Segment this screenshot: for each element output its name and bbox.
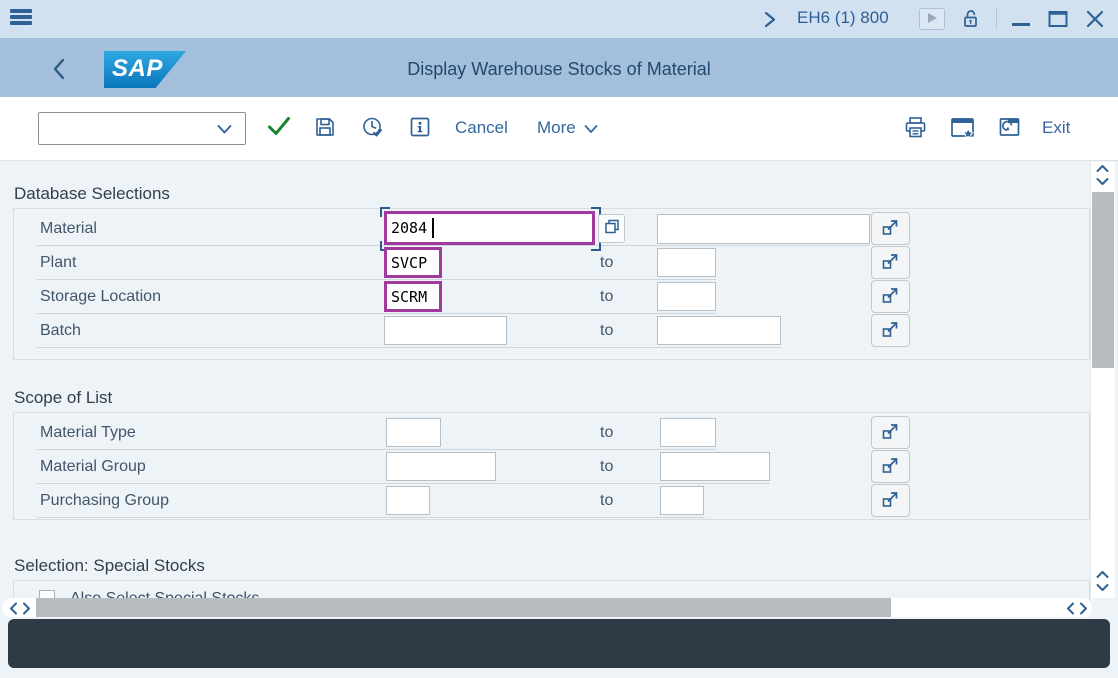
row-divider (37, 279, 716, 280)
system-session-label: EH6 (1) 800 (797, 8, 889, 27)
batch-input[interactable] (384, 316, 507, 345)
scope-of-list-box (13, 412, 1090, 520)
field-label-storage-location: Storage Location (40, 288, 161, 305)
exit-button[interactable]: Exit (1042, 118, 1071, 137)
section-title-scope-of-list: Scope of List (14, 388, 113, 407)
field-label-material: Material (40, 220, 97, 237)
to-label: to (600, 322, 614, 339)
row-divider (37, 517, 705, 518)
save-icon[interactable] (314, 116, 336, 138)
sap-logo-text: SAP (112, 55, 163, 82)
maximize-icon[interactable] (1048, 10, 1068, 28)
horizontal-scroll-thumb[interactable] (36, 598, 891, 617)
scroll-right-icon[interactable] (1079, 602, 1088, 615)
scroll-down-icon[interactable] (1096, 583, 1109, 592)
vertical-scroll-thumb[interactable] (1092, 192, 1114, 368)
material-group-to-input[interactable] (660, 452, 770, 481)
section-title-special-stocks: Selection: Special Stocks (14, 556, 205, 575)
minimize-icon[interactable] (1012, 23, 1030, 26)
batch-to-input[interactable] (657, 316, 781, 345)
to-label: to (600, 424, 614, 441)
row-divider (37, 313, 716, 314)
to-label: to (600, 288, 614, 305)
status-icon[interactable] (361, 116, 385, 139)
scroll-left-icon[interactable] (1066, 602, 1075, 615)
material-type-input[interactable] (386, 418, 441, 447)
cancel-button[interactable]: Cancel (455, 118, 508, 137)
scroll-up-icon[interactable] (1096, 570, 1109, 579)
play-icon[interactable] (919, 8, 945, 30)
titlebar-divider (996, 8, 997, 29)
copy-icon[interactable] (598, 214, 625, 243)
more-button[interactable]: More (537, 118, 576, 137)
app-header: SAP (0, 38, 1118, 97)
multiple-selection-icon[interactable] (871, 212, 910, 245)
database-selections-box (13, 208, 1090, 360)
close-icon[interactable] (1086, 10, 1104, 28)
print-icon[interactable] (903, 115, 928, 140)
page-title: Display Warehouse Stocks of Material (407, 59, 711, 79)
main-toolbar: Cancel More Exit (0, 97, 1118, 161)
multiple-selection-icon[interactable] (871, 280, 910, 313)
scroll-up-icon[interactable] (1096, 164, 1109, 173)
row-divider (37, 449, 716, 450)
field-label-purchasing-group: Purchasing Group (40, 492, 169, 509)
multiple-selection-icon[interactable] (871, 484, 910, 517)
material-type-to-input[interactable] (660, 418, 716, 447)
info-icon[interactable] (409, 116, 431, 138)
storage-location-to-input[interactable] (657, 282, 716, 311)
to-label: to (600, 254, 614, 271)
command-input[interactable] (43, 116, 217, 142)
material-group-input[interactable] (386, 452, 496, 481)
scroll-down-icon[interactable] (1096, 177, 1109, 186)
section-title-database-selections: Database Selections (14, 184, 170, 203)
multiple-selection-icon[interactable] (871, 450, 910, 483)
field-label-plant: Plant (40, 254, 77, 271)
multiple-selection-icon[interactable] (871, 314, 910, 347)
row-divider (37, 347, 781, 348)
row-divider (37, 245, 870, 246)
chevron-down-icon[interactable] (217, 125, 232, 134)
add-favorite-icon[interactable] (949, 115, 976, 140)
multiple-selection-icon[interactable] (871, 416, 910, 449)
menu-icon[interactable] (10, 9, 34, 29)
purchasing-group-to-input[interactable] (660, 486, 704, 515)
purchasing-group-input[interactable] (386, 486, 430, 515)
focus-corner (591, 241, 601, 251)
plant-to-input[interactable] (657, 248, 716, 277)
material-input[interactable] (384, 211, 595, 245)
create-shortcut-icon[interactable] (996, 115, 1022, 140)
text-cursor (432, 218, 434, 238)
field-label-material-type: Material Type (40, 424, 136, 441)
back-icon[interactable] (51, 57, 67, 81)
row-divider (37, 483, 770, 484)
command-field-box (38, 112, 246, 145)
to-label: to (600, 492, 614, 509)
scroll-right-icon[interactable] (22, 602, 31, 615)
more-chevron-icon[interactable] (584, 125, 598, 134)
material-to-input[interactable] (657, 214, 870, 244)
scroll-left-icon[interactable] (9, 602, 18, 615)
field-label-batch: Batch (40, 322, 81, 339)
confirm-icon[interactable] (267, 116, 291, 137)
multiple-selection-icon[interactable] (871, 246, 910, 279)
unlock-icon[interactable] (958, 7, 982, 31)
focus-corner (380, 207, 390, 217)
focus-corner (591, 207, 601, 217)
field-label-material-group: Material Group (40, 458, 146, 475)
to-label: to (600, 458, 614, 475)
plant-input[interactable] (384, 247, 442, 278)
window-titlebar: EH6 (1) 800 (0, 0, 1118, 38)
chevron-right-icon[interactable] (763, 11, 777, 28)
storage-location-input[interactable] (384, 281, 442, 312)
status-bar (8, 619, 1110, 668)
